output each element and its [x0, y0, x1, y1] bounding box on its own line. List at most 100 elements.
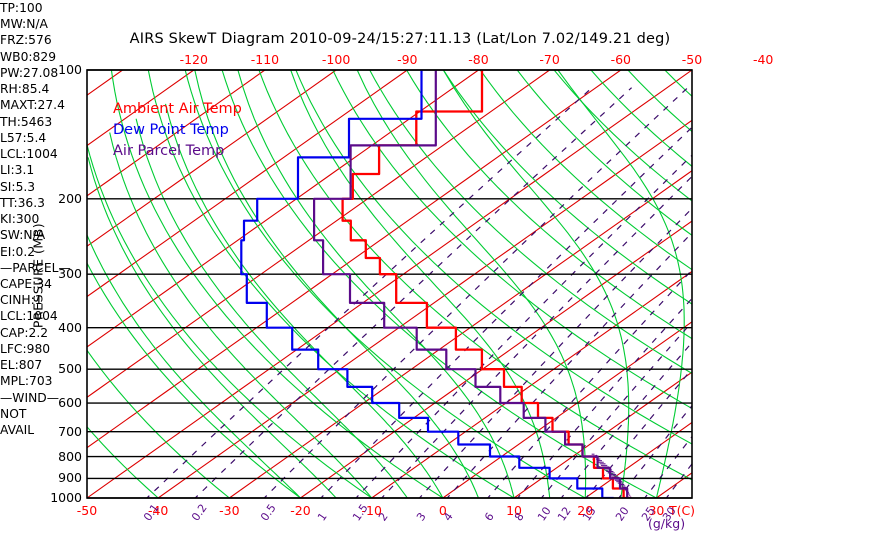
dry-adiabat-line [184, 70, 586, 498]
index-tt: TT:36.3 [0, 195, 45, 210]
mixing-ratio-line [665, 462, 692, 498]
dry-adiabat-line [295, 70, 692, 445]
dry-adiabat-line [87, 349, 230, 498]
index-th: TH:5463 [0, 114, 53, 129]
pressure-tick-label: 600 [58, 395, 82, 411]
dry-adiabat-line [627, 70, 692, 133]
pressure-tick-label: 1000 [50, 490, 82, 505]
temp-axis-label: T(C) [668, 503, 696, 518]
pressure-tick-label: 200 [58, 190, 82, 206]
bottom-temp-tick-label: -20 [290, 503, 311, 518]
pressure-tick-label: 800 [58, 448, 82, 464]
index-mpl: MPL:703 [0, 374, 53, 389]
dewpoint-curve [240, 70, 614, 498]
index-lcl: LCL:1004 [0, 147, 58, 162]
isotherm-line [87, 70, 408, 298]
index-el: EL:807 [0, 358, 43, 373]
index-sw: SW:N/A [0, 228, 46, 243]
index-lcl2: LCL:1004 [0, 309, 58, 324]
dry-adiabat-line [849, 70, 870, 370]
isotherm-line [87, 70, 692, 498]
dry-adiabat-line [739, 70, 870, 412]
mixing-axis-label: (g/kg) [648, 516, 686, 531]
isotherm-line [300, 220, 692, 498]
mixing-ratio-line [486, 269, 692, 498]
mixing-ratio-line [516, 297, 692, 498]
moist-adiabat-line [135, 118, 408, 498]
moist-adiabat-line [691, 496, 692, 498]
mixing-ratio-line [194, 87, 633, 498]
top-temp-tick-label: -100 [321, 52, 351, 67]
isotherm-line [87, 70, 266, 197]
dry-adiabat-line [776, 70, 870, 402]
page-title: AIRS SkewT Diagram 2010-09-24/15:27:11.1… [129, 31, 671, 47]
bottom-temp-tick-label: -30 [219, 503, 240, 518]
bottom-temp-tick-label: -10 [361, 503, 382, 518]
mixing-ratio-line [380, 175, 692, 498]
isotherm-line [442, 321, 692, 498]
index-lfc: LFC:980 [0, 341, 51, 356]
dry-adiabat-line [516, 70, 692, 236]
index-maxt: MAXT:27.4 [0, 98, 65, 113]
dry-adiabat-line [664, 70, 692, 98]
index-parcel_hdr: —PARCEL— [0, 260, 71, 275]
index-rh: RH:85.4 [0, 82, 50, 97]
dry-adiabat-line [87, 261, 301, 498]
dry-adiabat-line [479, 70, 692, 271]
moist-adiabat-line [164, 103, 444, 498]
moist-adiabat-line [87, 233, 301, 498]
dry-adiabat-line [258, 70, 692, 481]
dry-adiabat-line [332, 70, 692, 410]
top-temp-tick-label: -90 [397, 52, 418, 67]
index-wind_hdr: —WIND— [0, 390, 60, 405]
bottom-temp-tick-label: 30 [648, 503, 665, 518]
top-temp-tick-label: -40 [752, 52, 774, 67]
legend-item-0: Ambient Air Temp [113, 101, 242, 117]
moist-adiabat-line [237, 70, 515, 498]
pressure-tick-label: 700 [58, 423, 82, 439]
index-ei: EI:0.2 [0, 244, 36, 259]
bottom-temp-tick-label: -40 [147, 503, 169, 518]
dry-adiabat-line [442, 70, 692, 305]
legend-item-2: Air Parcel Temp [113, 143, 225, 159]
dry-adiabat-line [369, 70, 692, 375]
isotherm-line [87, 70, 479, 348]
mixing-ratio-line [355, 154, 692, 498]
mixing-ratio-line [644, 435, 692, 498]
index-ki: KI:300 [0, 212, 40, 227]
parcel-curve [313, 70, 632, 498]
dry-adiabat-line [221, 70, 657, 498]
bottom-temp-tick-label: 10 [506, 503, 522, 518]
mixing-ratio-line [540, 321, 692, 498]
index-wb0: WB0:829 [0, 49, 57, 64]
index-cinh: CINH:1 [0, 293, 43, 308]
dry-adiabat-line [590, 70, 692, 168]
bottom-temp-tick-label: -50 [76, 503, 98, 518]
index-cap: CAP:2.2 [0, 325, 49, 340]
mixing-ratio-line [618, 404, 692, 498]
isotherm-line [87, 70, 622, 449]
bottom-temp-tick-label: 20 [577, 503, 594, 518]
index-mw: MW:N/A [0, 17, 48, 32]
mixing-ratio-line [446, 231, 692, 498]
moist-adiabat-line [557, 70, 685, 498]
indices-panel: TP:100 MW:N/A FRZ:576 WB0:829 PW:27.08 RH:85.… [0, 0, 95, 438]
dry-adiabat-line [110, 70, 444, 498]
pressure-tick-label: 100 [58, 62, 82, 77]
isotherm-line [799, 70, 870, 498]
dry-adiabat-line [702, 70, 870, 434]
top-temp-tick-label: -50 [681, 52, 703, 67]
index-li: LI:3.1 [0, 163, 35, 178]
top-temp-tick-label: -120 [179, 52, 208, 67]
mixing-ratio-line [263, 87, 689, 498]
top-temp-tick-label: -70 [539, 52, 560, 67]
moist-adiabat-line [442, 70, 630, 498]
index-wind2: AVAIL [0, 423, 35, 438]
legend-item-1: Dew Point Temp [113, 122, 229, 138]
dry-adiabat-line [87, 142, 373, 498]
moist-adiabat-line [194, 70, 480, 498]
dry-adiabat-line [406, 70, 692, 340]
index-cape: CAPE:34 [0, 276, 52, 291]
index-si: SI:5.3 [0, 179, 36, 194]
